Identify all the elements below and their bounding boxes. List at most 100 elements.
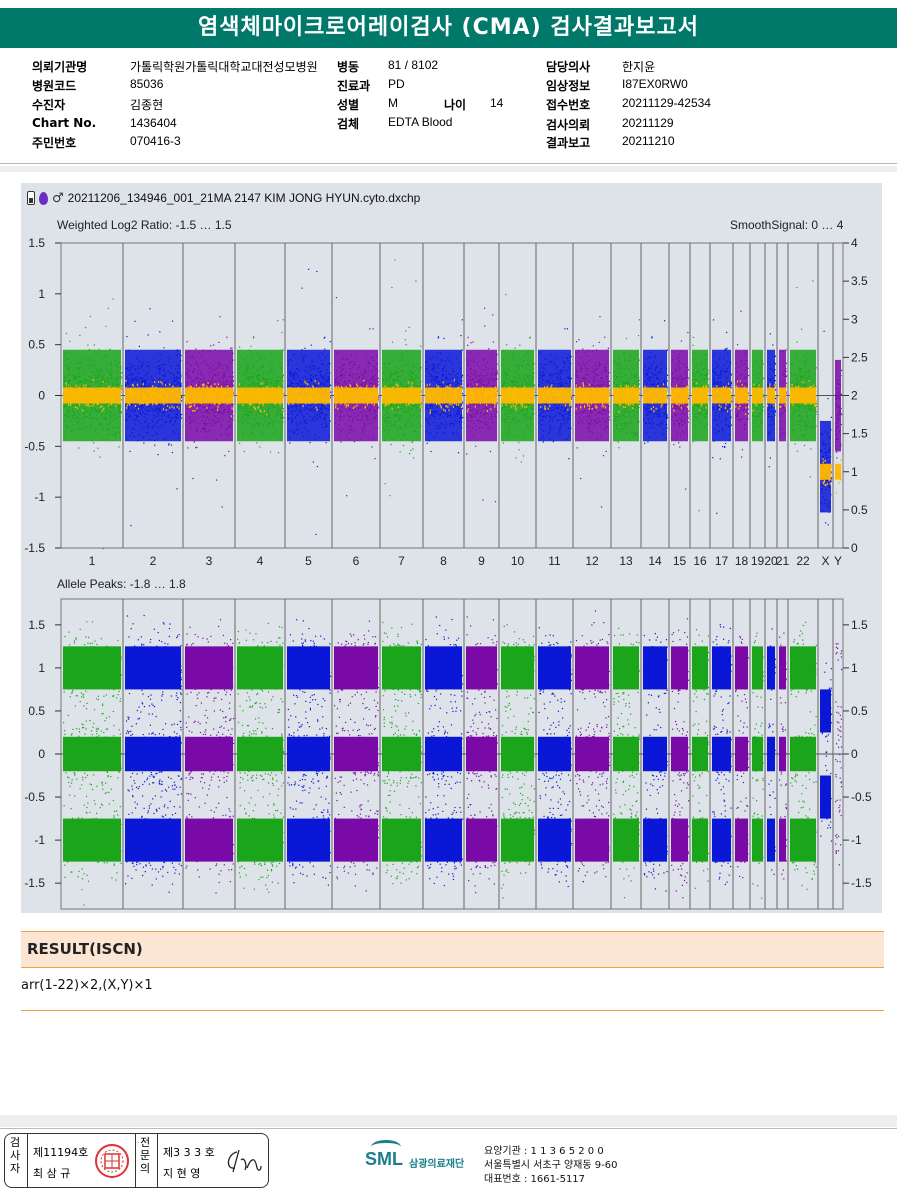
- smooth-point: [292, 402, 294, 405]
- smooth-point: [187, 398, 189, 401]
- smooth-point: [260, 410, 262, 413]
- smooth-point: [338, 385, 340, 388]
- smooth-point: [364, 406, 366, 409]
- smooth-point: [85, 404, 87, 407]
- smooth-point: [213, 401, 215, 404]
- smooth-point: [165, 400, 168, 403]
- smooth-point: [260, 382, 262, 385]
- smooth-point: [316, 408, 318, 411]
- data-point: [157, 453, 159, 456]
- data-point: [282, 374, 285, 376]
- smooth-point: [249, 393, 252, 396]
- smooth-point: [76, 391, 78, 394]
- data-point: [312, 461, 314, 463]
- value-report-date: 20211210: [622, 134, 675, 148]
- smooth-point: [355, 399, 357, 402]
- smooth-point: [142, 396, 144, 399]
- smooth-point: [278, 396, 280, 399]
- smooth-point: [290, 389, 292, 392]
- smooth-point: [114, 393, 116, 396]
- smooth-point: [208, 396, 210, 399]
- smooth-point: [88, 397, 91, 400]
- smooth-point: [354, 405, 356, 408]
- smooth-point: [271, 394, 273, 397]
- smooth-point: [356, 404, 358, 407]
- smooth-point: [362, 390, 365, 393]
- smooth-point: [210, 389, 212, 392]
- smooth-point: [237, 392, 239, 395]
- smooth-point: [78, 389, 80, 392]
- smooth-point: [193, 389, 195, 392]
- smooth-point: [237, 397, 239, 400]
- divider-band: [0, 166, 897, 172]
- y-tick-label: -1.5: [24, 541, 45, 555]
- data-point: [192, 477, 194, 480]
- data-point: [99, 456, 101, 458]
- smooth-point: [196, 392, 198, 395]
- smooth-point: [345, 405, 347, 408]
- smooth-point: [68, 397, 71, 400]
- smooth-point: [292, 393, 295, 396]
- smooth-point: [214, 403, 216, 406]
- smooth-point: [279, 403, 281, 406]
- data-point: [180, 354, 182, 357]
- data-point: [69, 340, 71, 342]
- smooth-point: [217, 405, 219, 408]
- smooth-point: [188, 405, 190, 408]
- data-point: [120, 411, 122, 413]
- smooth-point: [200, 392, 202, 395]
- smooth-point: [72, 389, 74, 392]
- data-point: [232, 379, 234, 381]
- smooth-point: [366, 384, 368, 387]
- smooth-point: [260, 396, 263, 399]
- smooth-point: [72, 398, 74, 401]
- smooth-point: [112, 396, 114, 399]
- smooth-point: [101, 405, 103, 408]
- data-point: [89, 315, 91, 318]
- smooth-point: [334, 392, 336, 395]
- data-point: [232, 403, 234, 405]
- smooth-point: [192, 409, 194, 412]
- smooth-point: [229, 391, 231, 394]
- smooth-point: [86, 394, 88, 397]
- y2-tick-label: 3.5: [851, 274, 868, 288]
- smooth-point: [254, 390, 257, 393]
- smooth-point: [360, 386, 362, 389]
- smooth-point: [337, 407, 339, 410]
- label-institution: 의뢰기관명: [32, 60, 88, 74]
- smooth-point: [242, 388, 244, 391]
- smooth-point: [369, 400, 372, 403]
- smooth-point: [153, 388, 155, 391]
- smooth-point: [129, 389, 132, 392]
- smooth-point: [345, 385, 347, 388]
- smooth-point: [299, 398, 301, 401]
- chromosome-points: [185, 316, 235, 508]
- smooth-point: [320, 399, 322, 402]
- smooth-point: [157, 396, 159, 399]
- smooth-point: [213, 396, 215, 399]
- smooth-point: [363, 389, 365, 392]
- smooth-point: [165, 394, 167, 397]
- data-point: [420, 403, 423, 405]
- smooth-point: [100, 390, 102, 393]
- smooth-point: [373, 385, 375, 388]
- divider: [0, 163, 897, 164]
- smooth-point: [259, 396, 262, 399]
- smooth-point: [366, 390, 368, 393]
- smooth-point: [277, 394, 279, 397]
- smooth-point: [138, 400, 141, 403]
- smooth-point: [173, 406, 175, 409]
- smooth-point: [208, 394, 210, 397]
- smooth-point: [345, 401, 347, 404]
- smooth-point: [129, 388, 132, 391]
- smooth-point: [201, 383, 204, 386]
- smooth-point: [166, 390, 169, 393]
- data-point: [282, 349, 284, 351]
- smooth-point: [250, 397, 252, 400]
- smooth-point: [81, 399, 84, 402]
- smooth-point: [341, 386, 343, 389]
- chromosome-label: Y: [834, 554, 842, 568]
- smooth-point: [107, 404, 110, 407]
- smooth-point: [231, 397, 233, 400]
- smooth-point: [120, 405, 123, 408]
